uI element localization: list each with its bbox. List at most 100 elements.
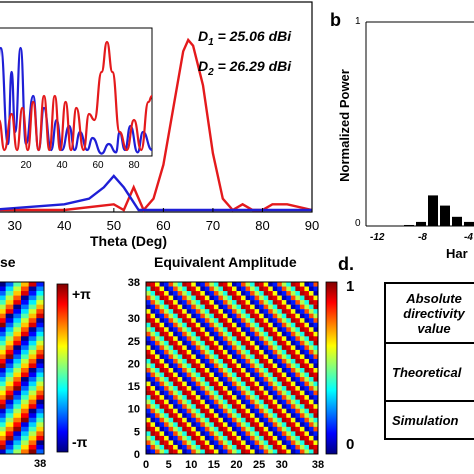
phase-cell [28,300,37,305]
amplitude-cell [241,322,246,328]
phase-cell [36,372,45,378]
amplitude-cell [213,345,219,351]
amplitude-cell [173,390,178,396]
phase-cell [21,363,29,369]
amplitude-cell [168,354,174,360]
amplitude-cell [177,304,183,310]
phase-title: se [0,254,16,270]
amplitude-cell [173,408,178,414]
amplitude-cell [150,282,156,287]
amplitude-cell [254,408,260,414]
amplitude-cell [241,408,246,414]
amplitude-cell [222,336,228,342]
amplitude-cell [173,372,178,378]
amplitude-cell [209,426,215,432]
amplitude-cell [308,449,314,455]
phase-cell [36,282,45,287]
amplitude-cell [186,345,192,351]
amplitude-cell [263,377,269,382]
amplitude-cell [222,313,228,319]
amplitude-cell [250,295,255,301]
amplitude-cell [182,327,187,332]
amplitude-cell [204,349,210,355]
amplitude-cell [299,345,305,351]
amplitude-cell [299,318,305,323]
amplitude-cell [213,440,219,446]
amplitude-cell [290,322,296,328]
amplitude-cell [195,435,201,441]
amplitude-cell [308,368,314,373]
amplitude-cell [268,331,273,337]
amplitude-cell [173,291,178,296]
phase-cell [0,395,6,400]
amplitude-cell [259,435,264,441]
amplitude-cell [263,399,269,405]
amplitude-cell [146,399,151,405]
amplitude-cell [308,318,314,323]
phase-cell [13,313,22,319]
amplitude-cell [245,286,251,292]
phase-cell [0,340,6,346]
amplitude-cell [177,349,183,355]
amplitude-cell [250,413,255,418]
amplitude-cell [186,395,192,400]
amplitude-cell [227,372,233,378]
amplitude-cell [164,309,169,314]
amplitude-cell [204,390,210,396]
amplitude-cell [232,417,237,423]
amplitude-cell [213,431,219,437]
amplitude-cell [213,372,219,378]
amplitude-cell [263,331,269,337]
amplitude-cell [218,422,224,428]
amplitude-cell [272,358,278,364]
amplitude-cell [155,381,160,387]
amplitude-cell [222,440,228,446]
phase-cell [0,390,6,396]
amplitude-cell [164,327,169,332]
amplitude-cell [263,408,269,414]
amplitude-colorbar [325,281,338,455]
amplitude-cell [277,295,282,301]
amplitude-cell [286,358,292,364]
amplitude-cell [182,331,187,337]
amplitude-cell [164,408,169,414]
phase-cell [0,286,6,292]
amplitude-cell [290,377,296,382]
d1-annotation: D1 = 25.06 dBi [198,28,292,48]
amplitude-cell [182,422,187,428]
amplitude-cell [204,386,210,391]
amplitude-cell [250,440,255,446]
amplitude-cell [299,336,305,342]
amplitude-cell [182,363,187,369]
amplitude-cell [209,386,215,391]
amplitude-cell [299,349,305,355]
amplitude-cell [245,349,251,355]
amplitude-cell [159,300,165,305]
amplitude-cell [232,318,237,323]
amplitude-cell [313,340,319,346]
amplitude-cell [168,295,174,301]
amplitude-cell [146,295,151,301]
amplitude-cell [218,426,224,432]
amplitude-cell [308,327,314,332]
amplitude-cell [222,349,228,355]
amplitude-cell [150,390,156,396]
amplitude-cell [191,413,196,418]
amplitude-cell [232,291,237,296]
amplitude-cell [200,363,206,369]
amplitude-cell [272,413,278,418]
amplitude-cell [245,309,251,314]
amplitude-cell [213,390,219,396]
amplitude-cell [232,327,237,332]
table-simulation-cell: Simulation [384,400,474,440]
amplitude-cell [168,291,174,296]
amplitude-cell [268,422,273,428]
phase-cell [28,435,37,441]
amplitude-cell [155,368,160,373]
amplitude-cell [295,431,301,437]
amplitude-cell [213,449,219,455]
amplitude-cell [164,354,169,360]
amplitude-cell [308,399,314,405]
amplitude-cell [277,331,282,337]
phase-cell [21,386,29,391]
